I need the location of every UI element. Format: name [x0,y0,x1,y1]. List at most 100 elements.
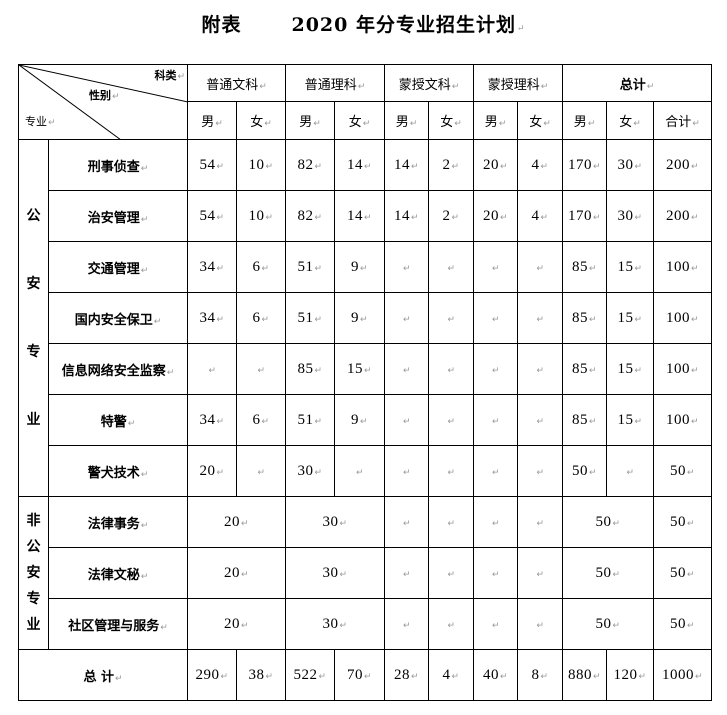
group-header-mengshou-like: 蒙授理科 [473,64,563,102]
value-cell: 14 [384,139,429,191]
value-cell: 100 [653,343,712,395]
category-char: 业 [26,617,41,633]
empty-cell [428,547,474,599]
major-name-cell: 刑事侦查 [48,139,188,191]
value-cell: 85 [562,394,607,446]
value-cell: 14 [334,139,385,191]
value-cell [473,343,518,395]
value-cell: 51 [285,241,335,293]
value-cell [187,343,237,395]
total-value-cell: 880 [562,649,607,701]
value-cell: 85 [562,292,607,344]
value-cell [384,394,429,446]
empty-cell [517,547,563,599]
gender-header-cell: 女 [428,101,474,140]
value-cell: 9 [334,241,385,293]
value-cell [428,394,474,446]
table-row: 交通管理346519 8515100 [19,241,712,293]
total-value-cell: 1000 [653,649,712,701]
corner-header-cell: 科类 性别 专业 [18,64,188,140]
gender-header-cell: 女 [236,101,286,140]
value-cell: 20 [187,445,237,497]
empty-cell [473,496,518,548]
enrollment-plan-table: 科类 性别 专业 普通文科 普通理科 蒙授文科 蒙授理科 总计 男女男女男女男女… [18,64,712,701]
total-value-cell: 522 [285,649,335,701]
value-cell: 9 [334,394,385,446]
major-name-cell: 法律文秘 [48,547,188,599]
group-header-putong-like: 普通理科 [285,64,385,102]
value-cell: 30 [285,445,335,497]
corner-label-gender: 性别 [89,87,120,103]
value-cell: 34 [187,394,237,446]
major-name-cell: 特警 [48,394,188,446]
value-cell: 10 [236,190,286,242]
value-cell [473,394,518,446]
empty-cell [428,598,474,650]
value-cell: 6 [236,292,286,344]
category-char: 专 [26,344,41,360]
major-name-cell: 信息网络安全监察 [48,343,188,395]
gender-header-cell: 合计 [653,101,712,140]
value-cell [473,241,518,293]
value-cell: 200 [653,190,712,242]
value-cell: 20 [473,139,518,191]
value-cell: 14 [334,190,385,242]
value-cell [428,292,474,344]
value-cell-total: 50 [653,496,712,548]
value-cell: 15 [606,241,654,293]
gender-header-cell: 男 [473,101,518,140]
value-cell [517,292,563,344]
table-row: 治安管理5410821414220417030200 [19,190,712,242]
value-cell-total-mf: 50 [562,598,654,650]
category-char: 公 [26,208,41,224]
gender-header-cell: 男 [562,101,607,140]
major-name-cell: 国内安全保卫 [48,292,188,344]
value-cell: 200 [653,139,712,191]
totals-row: 总 计29038522702844088801201000 [18,649,712,701]
total-value-cell: 290 [187,649,237,701]
value-cell: 15 [606,394,654,446]
value-cell: 4 [517,139,563,191]
category-char: 专 [26,591,41,607]
value-cell [517,343,563,395]
value-cell-putong-like: 30 [285,496,385,548]
value-cell: 20 [473,190,518,242]
table-row: 特警346519 8515100 [19,394,712,446]
value-cell-total: 50 [653,547,712,599]
value-cell: 2 [428,190,474,242]
gender-header-cell: 女 [606,101,654,140]
empty-cell [384,547,429,599]
value-cell: 30 [606,139,654,191]
group-header-putong-wenke: 普通文科 [187,64,286,102]
totals-label-cell: 总 计 [18,649,188,701]
empty-cell [428,496,474,548]
value-cell [334,445,385,497]
group-header-mengshou-wenke: 蒙授文科 [384,64,474,102]
group-header-total: 总计 [562,64,712,102]
value-cell: 6 [236,241,286,293]
value-cell: 85 [285,343,335,395]
value-cell [517,445,563,497]
value-cell: 170 [562,139,607,191]
value-cell: 82 [285,139,335,191]
value-cell [428,241,474,293]
empty-cell [473,598,518,650]
total-value-cell: 120 [606,649,654,701]
total-value-cell: 40 [473,649,518,701]
category-char: 安 [26,565,41,581]
table-row: 社区管理与服务2030 5050 [19,598,712,650]
empty-cell [384,496,429,548]
title-main: 2020 年分专业招生计划 [291,14,525,36]
value-cell [428,445,474,497]
value-cell [606,445,654,497]
value-cell: 6 [236,394,286,446]
category-cell: 公安专业 [18,139,49,497]
empty-cell [517,496,563,548]
major-name-cell: 警犬技术 [48,445,188,497]
value-cell: 100 [653,292,712,344]
value-cell: 51 [285,292,335,344]
value-cell: 54 [187,139,237,191]
value-cell [473,445,518,497]
major-name-cell: 法律事务 [48,496,188,548]
category-char: 安 [26,276,41,292]
